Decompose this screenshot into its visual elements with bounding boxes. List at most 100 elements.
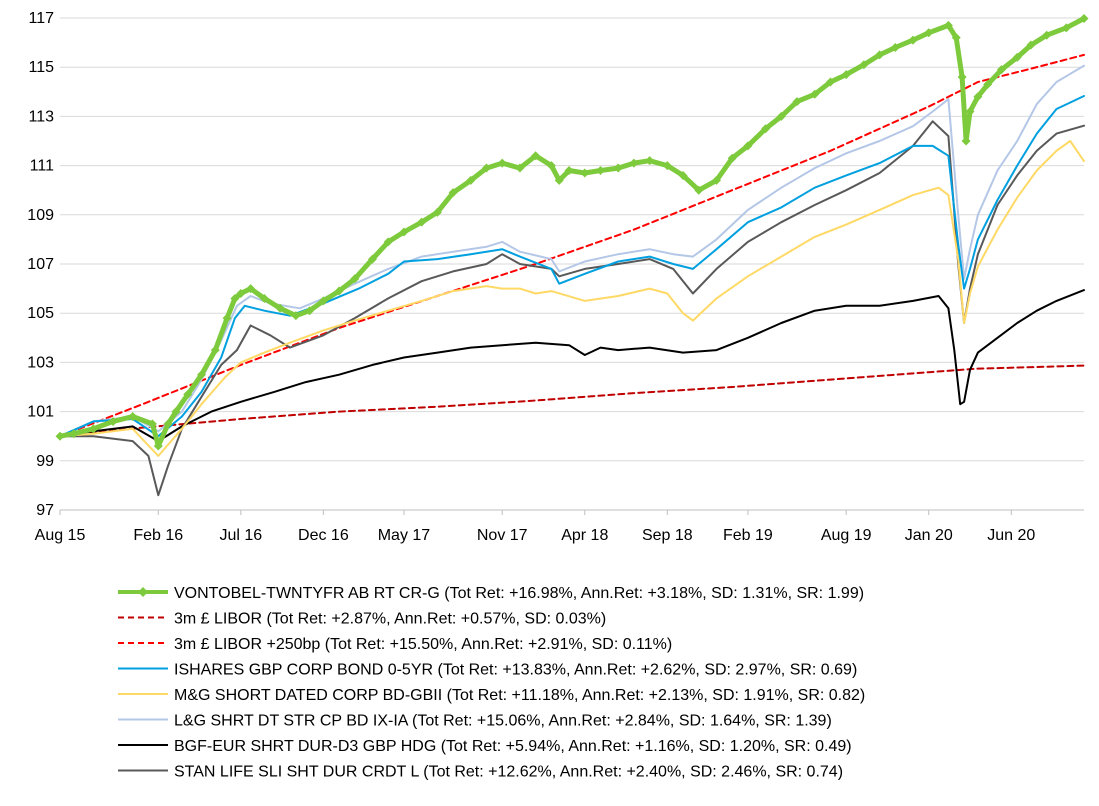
legend-label: M&G SHORT DATED CORP BD-GBII (Tot Ret: +…	[174, 687, 865, 704]
axes: 97 99 101 103 105 107 109 111 113 115 117 Aug 15 Feb…	[27, 10, 1084, 544]
series-marker	[88, 424, 98, 434]
series-marker	[153, 441, 163, 451]
series-marker	[662, 161, 672, 171]
x-tick-label: Apr 18	[561, 527, 608, 544]
series-marker	[743, 141, 753, 151]
legend: VONTOBEL-TWNTYFR AB RT CR-G (Tot Ret: +1…	[118, 585, 865, 781]
x-tick-label: Feb 16	[133, 527, 183, 544]
series-marker	[890, 43, 900, 53]
y-tick-label: 101	[27, 404, 54, 421]
legend-label: 3m £ LIBOR +250bp (Tot Ret: +15.50%, Ann…	[174, 636, 672, 653]
series-marker	[275, 303, 285, 313]
series-marker	[305, 306, 315, 316]
series-marker	[613, 163, 623, 173]
series-marker	[973, 92, 983, 102]
series-marker	[222, 313, 232, 323]
series-marker	[965, 106, 975, 116]
series-marker	[318, 296, 328, 306]
series-line-bgf-eur-shrt-dur-d3-gbp-hdg	[59, 289, 1085, 443]
series-marker	[1061, 23, 1071, 33]
legend-label: STAN LIFE SLI SHT DUR CRDT L (Tot Ret: +…	[174, 764, 843, 781]
legend-entry: VONTOBEL-TWNTYFR AB RT CR-G (Tot Ret: +1…	[118, 585, 864, 602]
x-tick-label: Jul 16	[219, 527, 262, 544]
legend-entry: STAN LIFE SLI SHT DUR CRDT L (Tot Ret: +…	[118, 764, 843, 781]
legend-entry: BGF-EUR SHRT DUR-D3 GBP HDG (Tot Ret: +5…	[118, 738, 852, 755]
series-marker	[996, 65, 1006, 75]
x-tick-label: Dec 16	[298, 527, 349, 544]
series-marker	[776, 111, 786, 121]
series-marker	[230, 293, 240, 303]
x-tick-label: Nov 17	[477, 527, 528, 544]
series-marker	[961, 136, 971, 146]
series-marker	[171, 407, 181, 417]
series-marker	[291, 311, 301, 321]
series-marker	[554, 175, 564, 185]
series-marker	[515, 163, 525, 173]
series-marker	[497, 158, 507, 168]
series-marker	[595, 166, 605, 176]
legend-label: ISHARES GBP CORP BOND 0-5YR (Tot Ret: +1…	[174, 662, 857, 679]
series-marker	[924, 28, 934, 38]
series-line-vontobel-twntyfr-ab-rt-cr-g	[57, 16, 1087, 449]
series-marker	[108, 416, 118, 426]
legend-label: 3m £ LIBOR (Tot Ret: +2.87%, Ann.Ret: +0…	[174, 611, 606, 628]
series-marker	[983, 79, 993, 89]
series-marker	[1012, 52, 1022, 62]
x-tick-label: Jun 20	[987, 527, 1035, 544]
series-marker	[1026, 40, 1036, 50]
legend-marker	[138, 587, 148, 597]
series-marker	[417, 217, 427, 227]
series-line-3m-libor-250bp	[59, 53, 1085, 438]
y-tick-label: 99	[36, 453, 54, 470]
series-marker	[368, 254, 378, 264]
series-line-l-g-shrt-dt-str-cp-bd-ix-ia	[59, 64, 1085, 438]
y-tick-label: 117	[28, 10, 54, 27]
y-tick-label: 103	[27, 354, 54, 371]
series-marker	[259, 293, 269, 303]
series-marker	[825, 77, 835, 87]
y-tick-label: 105	[27, 305, 54, 322]
series-line-3m-libor	[59, 364, 1085, 438]
series-marker	[448, 188, 458, 198]
x-tick-label: May 17	[378, 527, 431, 544]
series-marker	[694, 185, 704, 195]
series-marker	[810, 89, 820, 99]
series-marker	[564, 166, 574, 176]
series-marker	[951, 33, 961, 43]
series-marker	[399, 227, 409, 237]
x-tick-label: Jan 20	[905, 527, 953, 544]
series-marker	[1079, 13, 1089, 23]
series-marker	[546, 161, 556, 171]
series-marker	[482, 163, 492, 173]
series-marker	[629, 158, 639, 168]
y-tick-label: 113	[28, 108, 54, 125]
legend-entry: M&G SHORT DATED CORP BD-GBII (Tot Ret: +…	[118, 687, 865, 704]
series-marker	[1042, 30, 1052, 40]
series-marker	[183, 389, 193, 399]
series-marker	[943, 20, 953, 30]
series-marker	[678, 170, 688, 180]
series-marker	[334, 286, 344, 296]
series-marker	[875, 50, 885, 60]
series-marker	[128, 412, 138, 422]
y-tick-label: 111	[30, 158, 54, 175]
x-tick-label: Aug 19	[821, 527, 872, 544]
series-marker	[246, 284, 256, 294]
legend-entry: 3m £ LIBOR +250bp (Tot Ret: +15.50%, Ann…	[118, 636, 672, 653]
series-marker	[163, 419, 173, 429]
series-marker	[727, 153, 737, 163]
y-tick-label: 97	[36, 502, 54, 519]
series-marker	[761, 124, 771, 134]
series-marker	[383, 237, 393, 247]
x-tick-label: Aug 15	[35, 527, 86, 544]
series-marker	[432, 207, 442, 217]
series-marker	[908, 35, 918, 45]
legend-entry: 3m £ LIBOR (Tot Ret: +2.87%, Ann.Ret: +0…	[118, 611, 606, 628]
y-tick-label: 109	[27, 207, 54, 224]
series-line-ishares-gbp-corp-bond-0-5yr	[59, 95, 1085, 438]
gridlines	[60, 17, 1084, 511]
legend-label: L&G SHRT DT STR CP BD IX-IA (Tot Ret: +1…	[174, 713, 832, 730]
series-marker	[711, 175, 721, 185]
series-lines	[55, 13, 1089, 497]
